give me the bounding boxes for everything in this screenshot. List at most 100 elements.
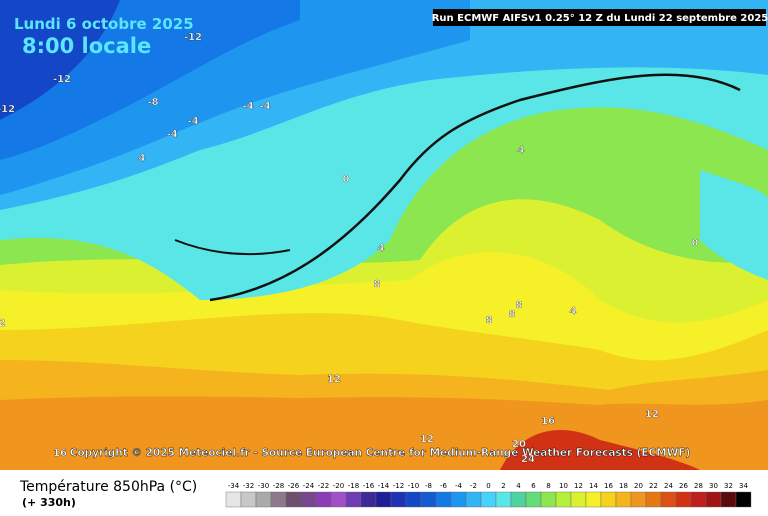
contour-label: 4 bbox=[518, 145, 525, 156]
forecast-date: Lundi 6 octobre 2025 bbox=[14, 15, 194, 33]
contour-label: 2 bbox=[0, 318, 6, 329]
color-swatch bbox=[630, 491, 647, 508]
color-swatch bbox=[390, 491, 407, 508]
contour-label: -4 bbox=[242, 101, 253, 112]
legend-title: Température 850hPa (°C) bbox=[19, 479, 197, 495]
scale-label: -4 bbox=[455, 482, 463, 490]
scale-label: 16 bbox=[604, 482, 613, 490]
contour-line bbox=[174, 239, 291, 256]
scale-label: 22 bbox=[649, 482, 658, 490]
color-swatch bbox=[360, 491, 377, 508]
scale-label: 26 bbox=[679, 482, 688, 490]
scale-label: -12 bbox=[393, 482, 404, 490]
color-swatch bbox=[705, 491, 722, 508]
scale-label: -18 bbox=[348, 482, 359, 490]
color-swatch bbox=[285, 491, 302, 508]
contour-label: 4 bbox=[570, 306, 577, 317]
color-swatch bbox=[420, 491, 437, 508]
scale-label: 2 bbox=[501, 482, 505, 490]
scale-label: 34 bbox=[739, 482, 748, 490]
scale-label: -6 bbox=[440, 482, 448, 490]
scale-label: -14 bbox=[378, 482, 390, 490]
temp-zone bbox=[700, 170, 768, 280]
contour-label: 0 bbox=[343, 174, 350, 185]
zero-isotherm bbox=[209, 73, 741, 302]
scale-label: 14 bbox=[589, 482, 598, 490]
scale-label: -24 bbox=[303, 482, 315, 490]
contour-label: 8 bbox=[516, 300, 523, 311]
scale-label: 12 bbox=[574, 482, 583, 490]
contour-label: -4 bbox=[166, 129, 177, 140]
scale-label: 10 bbox=[559, 482, 568, 490]
contour-label: 12 bbox=[645, 409, 659, 420]
copyright: Copyright © 2025 Meteociel.fr - Source E… bbox=[70, 447, 691, 459]
color-swatch bbox=[330, 491, 347, 508]
color-swatch bbox=[675, 491, 692, 508]
color-swatch bbox=[540, 491, 557, 508]
color-swatch bbox=[585, 491, 602, 508]
color-swatch bbox=[480, 491, 497, 508]
scale-label: 8 bbox=[546, 482, 550, 490]
scale-label: 28 bbox=[694, 482, 703, 490]
scale-label: -20 bbox=[333, 482, 344, 490]
color-swatch bbox=[645, 491, 662, 508]
color-swatch bbox=[345, 491, 362, 508]
color-swatch bbox=[315, 491, 332, 508]
scale-label: 0 bbox=[486, 482, 490, 490]
run-info: Run ECMWF AIFSv1 0.25° 12 Z du Lundi 22 … bbox=[432, 13, 768, 24]
contour-label: 8 bbox=[509, 309, 516, 320]
contour-label: 20 bbox=[512, 439, 526, 450]
contour-label: 12 bbox=[420, 434, 434, 445]
scale-label: 24 bbox=[664, 482, 673, 490]
color-swatch bbox=[615, 491, 632, 508]
color-swatch bbox=[510, 491, 527, 508]
contour-label: 24 bbox=[521, 454, 535, 465]
color-swatch bbox=[525, 491, 542, 508]
scale-label: -34 bbox=[228, 482, 240, 490]
scale-label: -32 bbox=[243, 482, 254, 490]
color-swatch bbox=[405, 491, 422, 508]
contour-label: -4 bbox=[187, 116, 198, 127]
forecast-time: 8:00 locale bbox=[22, 34, 151, 58]
color-swatch bbox=[465, 491, 482, 508]
color-swatch bbox=[555, 491, 572, 508]
color-swatch bbox=[270, 491, 287, 508]
scale-label: 30 bbox=[709, 482, 718, 490]
scale-label: -8 bbox=[425, 482, 432, 490]
scale-label: -16 bbox=[363, 482, 375, 490]
color-swatch bbox=[450, 491, 467, 508]
color-swatch bbox=[495, 491, 512, 508]
color-swatch bbox=[570, 491, 587, 508]
color-swatch bbox=[375, 491, 392, 508]
color-swatch bbox=[435, 491, 452, 508]
scale-label: 18 bbox=[619, 482, 628, 490]
contour-label: 0 bbox=[692, 238, 699, 249]
temp-zone bbox=[500, 430, 700, 470]
color-swatch bbox=[690, 491, 707, 508]
color-swatch bbox=[720, 491, 737, 508]
run-banner bbox=[433, 9, 766, 26]
color-swatch bbox=[225, 491, 242, 508]
contour-label: -8 bbox=[147, 97, 158, 108]
scale-label: -10 bbox=[408, 482, 419, 490]
contour-label: 4 bbox=[139, 153, 146, 164]
contour-label: -12 bbox=[0, 104, 15, 115]
scale-label: -22 bbox=[318, 482, 329, 490]
contour-label: 8 bbox=[486, 315, 493, 326]
scale-label: 20 bbox=[634, 482, 643, 490]
scale-label: 4 bbox=[516, 482, 521, 490]
contour-label: -12 bbox=[53, 74, 71, 85]
contour-label: 16 bbox=[541, 416, 555, 427]
scale-label: -30 bbox=[258, 482, 269, 490]
scale-label: -2 bbox=[470, 482, 477, 490]
contour-label: -12 bbox=[184, 32, 202, 43]
color-swatch bbox=[255, 491, 272, 508]
contour-label: 4 bbox=[378, 243, 385, 254]
contour-label: -4 bbox=[259, 101, 270, 112]
temp-zone bbox=[0, 0, 120, 120]
color-swatch bbox=[660, 491, 677, 508]
scale-label: -26 bbox=[288, 482, 300, 490]
color-swatch bbox=[240, 491, 257, 508]
